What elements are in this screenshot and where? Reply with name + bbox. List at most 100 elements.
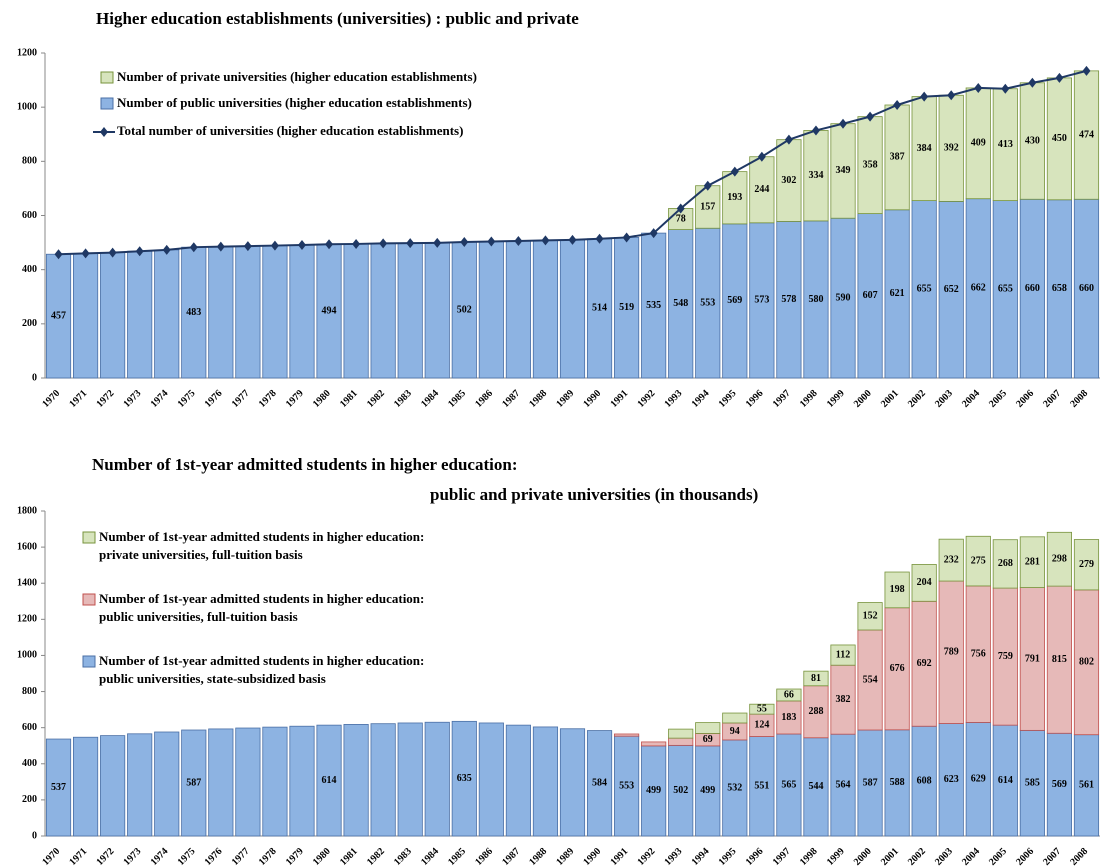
- x-tick-label: 2000: [852, 846, 874, 868]
- line-marker: [893, 100, 902, 110]
- legend-swatch: [100, 97, 114, 110]
- x-tick-label: 1979: [284, 846, 306, 868]
- bar-segment: [911, 564, 937, 602]
- bar-segment: [614, 735, 640, 837]
- x-tick-label: 1997: [771, 846, 793, 868]
- x-tick-label: 2007: [1041, 846, 1063, 868]
- data-label: 499: [646, 785, 661, 796]
- bar-segment: [992, 539, 1018, 589]
- bar-segment: [127, 733, 153, 837]
- data-label: 655: [917, 284, 932, 295]
- data-label: 232: [944, 554, 959, 565]
- legend-label: Number of 1st-year admitted students in …: [99, 591, 424, 624]
- bar-segment: [938, 580, 964, 724]
- line-marker: [839, 118, 848, 129]
- bar-segment: [857, 729, 883, 837]
- x-tick-label: 1996: [744, 388, 766, 410]
- line-marker: [135, 246, 144, 257]
- bar-segment: [154, 731, 180, 837]
- bar-segment: [343, 243, 369, 379]
- line-marker: [622, 232, 631, 243]
- line-marker: [595, 233, 604, 244]
- legend-swatch: [82, 531, 96, 544]
- data-label: 585: [1025, 777, 1040, 788]
- data-label: 791: [1025, 653, 1040, 664]
- data-label: 281: [1025, 556, 1040, 567]
- data-label: 94: [730, 726, 740, 737]
- chart-title: Higher education establishments (univers…: [96, 9, 579, 28]
- bar-segment: [235, 245, 261, 379]
- data-label: 573: [754, 295, 769, 306]
- x-tick-label: 2002: [906, 388, 928, 410]
- line-marker: [947, 90, 956, 101]
- y-tick-label: 1400: [17, 578, 37, 589]
- data-label: 430: [1025, 135, 1040, 146]
- line-marker: [243, 241, 252, 252]
- bar-segment: [830, 644, 856, 666]
- x-tick-label: 1984: [419, 388, 441, 410]
- data-label: 514: [592, 303, 607, 314]
- chart-subtitle: public and private universities (in thou…: [430, 485, 758, 504]
- bar-segment: [397, 722, 423, 837]
- bar-segment: [938, 723, 964, 837]
- bar-segment: [938, 538, 964, 582]
- bar-segment: [776, 700, 802, 735]
- y-tick-label: 600: [22, 210, 37, 221]
- bar-segment: [614, 733, 640, 737]
- data-label: 502: [673, 785, 688, 796]
- legend-label: Total number of universities (higher edu…: [117, 123, 463, 138]
- bar-segment: [100, 735, 126, 837]
- legend-label: Number of private universities (higher e…: [117, 69, 477, 84]
- x-tick-label: 1994: [690, 388, 712, 410]
- x-tick-label: 1975: [176, 388, 198, 410]
- legend-label-line: private universities, full-tuition basis: [99, 547, 303, 562]
- data-label: 502: [457, 304, 472, 315]
- x-tick-label: 1992: [635, 846, 657, 868]
- bar-segment: [208, 728, 234, 837]
- y-tick-label: 400: [22, 758, 37, 769]
- data-label: 569: [727, 295, 742, 306]
- line-marker: [730, 166, 739, 177]
- data-label: 587: [186, 777, 201, 788]
- bar-segment: [424, 721, 450, 837]
- x-tick-label: 2006: [1014, 388, 1036, 410]
- bar-segment: [668, 737, 694, 746]
- data-label: 587: [863, 777, 878, 788]
- x-tick-label: 1976: [203, 846, 225, 868]
- line-marker: [379, 238, 388, 249]
- x-tick-label: 1982: [365, 846, 387, 868]
- bar-segment: [424, 242, 450, 379]
- bar-segment: [45, 253, 72, 379]
- data-label: 413: [998, 139, 1013, 150]
- x-tick-label: 2005: [987, 846, 1009, 868]
- bar-segment: [695, 722, 721, 734]
- bar-segment: [803, 130, 829, 222]
- data-label: 384: [917, 143, 932, 154]
- line-marker: [541, 235, 550, 246]
- x-tick-label: 1987: [500, 846, 522, 868]
- data-label: 537: [51, 782, 66, 793]
- x-tick-label: 1992: [635, 388, 657, 410]
- bar-segment: [505, 240, 531, 379]
- data-label: 112: [836, 649, 850, 660]
- bar-segment: [857, 213, 883, 379]
- data-label: 78: [676, 213, 686, 224]
- data-label: 358: [863, 159, 878, 170]
- x-tick-label: 2004: [960, 846, 982, 868]
- bar-segment: [776, 221, 802, 379]
- x-tick-label: 1989: [554, 388, 576, 410]
- data-label: 578: [781, 294, 796, 305]
- legend-swatch: [100, 71, 114, 84]
- bar-segment: [1019, 536, 1045, 588]
- bar-segment: [668, 728, 694, 739]
- data-label: 499: [700, 785, 715, 796]
- line-marker: [297, 240, 306, 251]
- data-label: 554: [863, 674, 878, 685]
- line-marker: [514, 235, 523, 246]
- data-label: 569: [1052, 779, 1067, 790]
- data-label: 279: [1079, 559, 1094, 570]
- bar-segment: [235, 727, 261, 837]
- x-tick-label: 1973: [122, 846, 144, 868]
- bar-segment: [559, 239, 586, 379]
